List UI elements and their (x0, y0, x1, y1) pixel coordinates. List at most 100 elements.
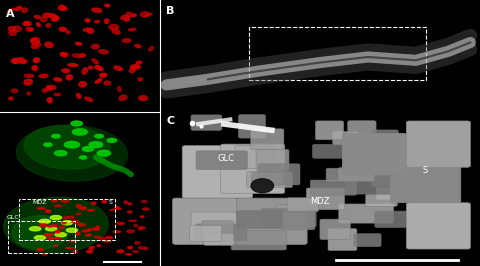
Ellipse shape (22, 8, 27, 13)
Ellipse shape (52, 134, 60, 138)
FancyBboxPatch shape (231, 231, 286, 250)
FancyBboxPatch shape (204, 233, 234, 246)
Text: A: A (6, 9, 15, 19)
FancyBboxPatch shape (173, 198, 237, 244)
FancyBboxPatch shape (339, 204, 394, 223)
Ellipse shape (40, 17, 47, 22)
FancyBboxPatch shape (281, 212, 315, 230)
Ellipse shape (104, 81, 111, 85)
Ellipse shape (51, 201, 57, 202)
Ellipse shape (119, 95, 127, 101)
FancyBboxPatch shape (366, 194, 397, 206)
Ellipse shape (97, 245, 100, 246)
FancyBboxPatch shape (407, 203, 470, 249)
Ellipse shape (95, 20, 100, 23)
Ellipse shape (144, 14, 152, 16)
FancyBboxPatch shape (333, 131, 359, 145)
Ellipse shape (79, 54, 85, 57)
Ellipse shape (106, 236, 113, 239)
FancyBboxPatch shape (251, 129, 284, 149)
Ellipse shape (12, 58, 20, 63)
FancyBboxPatch shape (328, 228, 357, 251)
Text: MDZ: MDZ (310, 197, 330, 206)
Ellipse shape (44, 234, 51, 236)
Ellipse shape (23, 22, 31, 26)
Ellipse shape (95, 134, 103, 138)
FancyBboxPatch shape (191, 212, 236, 228)
Ellipse shape (54, 93, 60, 96)
Ellipse shape (49, 233, 54, 235)
Ellipse shape (122, 39, 131, 42)
Ellipse shape (83, 147, 94, 151)
Ellipse shape (32, 43, 41, 48)
Ellipse shape (48, 237, 53, 239)
Ellipse shape (53, 238, 61, 239)
Ellipse shape (37, 207, 45, 209)
Ellipse shape (91, 202, 96, 205)
Ellipse shape (55, 233, 66, 237)
Ellipse shape (87, 251, 93, 253)
FancyBboxPatch shape (201, 228, 228, 242)
Ellipse shape (129, 220, 136, 221)
Ellipse shape (47, 87, 52, 90)
FancyBboxPatch shape (191, 115, 222, 130)
Ellipse shape (83, 28, 91, 31)
Ellipse shape (85, 97, 93, 101)
Ellipse shape (48, 98, 52, 103)
Ellipse shape (55, 230, 60, 233)
Ellipse shape (110, 209, 115, 211)
Ellipse shape (118, 86, 121, 92)
Ellipse shape (135, 45, 141, 48)
Ellipse shape (136, 61, 142, 64)
Ellipse shape (121, 15, 129, 19)
Ellipse shape (114, 66, 122, 70)
Ellipse shape (66, 247, 73, 249)
Ellipse shape (117, 222, 124, 225)
Ellipse shape (12, 216, 68, 249)
Ellipse shape (78, 223, 85, 226)
Ellipse shape (72, 54, 81, 57)
Ellipse shape (139, 226, 145, 229)
Ellipse shape (94, 236, 101, 238)
Ellipse shape (55, 151, 67, 156)
FancyBboxPatch shape (196, 151, 247, 169)
Ellipse shape (124, 18, 130, 21)
Ellipse shape (27, 92, 30, 95)
Ellipse shape (54, 245, 58, 246)
Ellipse shape (76, 93, 81, 98)
Text: MDZ: MDZ (32, 201, 47, 205)
Ellipse shape (70, 240, 76, 242)
Ellipse shape (80, 156, 87, 159)
Ellipse shape (19, 60, 27, 63)
Ellipse shape (96, 226, 99, 228)
FancyBboxPatch shape (320, 219, 350, 240)
FancyBboxPatch shape (357, 152, 386, 166)
Ellipse shape (72, 129, 87, 135)
Ellipse shape (76, 232, 80, 235)
FancyBboxPatch shape (237, 198, 307, 244)
Text: C: C (166, 116, 174, 126)
Ellipse shape (130, 68, 135, 73)
Ellipse shape (31, 38, 39, 44)
Ellipse shape (7, 9, 15, 12)
Text: GLC: GLC (6, 215, 19, 220)
FancyBboxPatch shape (237, 211, 283, 228)
Ellipse shape (45, 234, 50, 235)
Ellipse shape (71, 121, 83, 126)
Ellipse shape (46, 85, 56, 89)
Ellipse shape (132, 14, 136, 17)
Ellipse shape (66, 75, 72, 80)
Ellipse shape (115, 206, 119, 209)
Ellipse shape (76, 205, 81, 207)
Ellipse shape (64, 142, 80, 148)
Ellipse shape (82, 230, 88, 232)
Ellipse shape (45, 42, 53, 48)
Ellipse shape (98, 50, 108, 54)
Ellipse shape (129, 28, 136, 31)
Ellipse shape (125, 253, 132, 255)
Ellipse shape (135, 242, 140, 244)
Ellipse shape (113, 231, 121, 232)
Ellipse shape (18, 58, 26, 64)
Ellipse shape (79, 82, 86, 87)
FancyBboxPatch shape (338, 168, 373, 180)
